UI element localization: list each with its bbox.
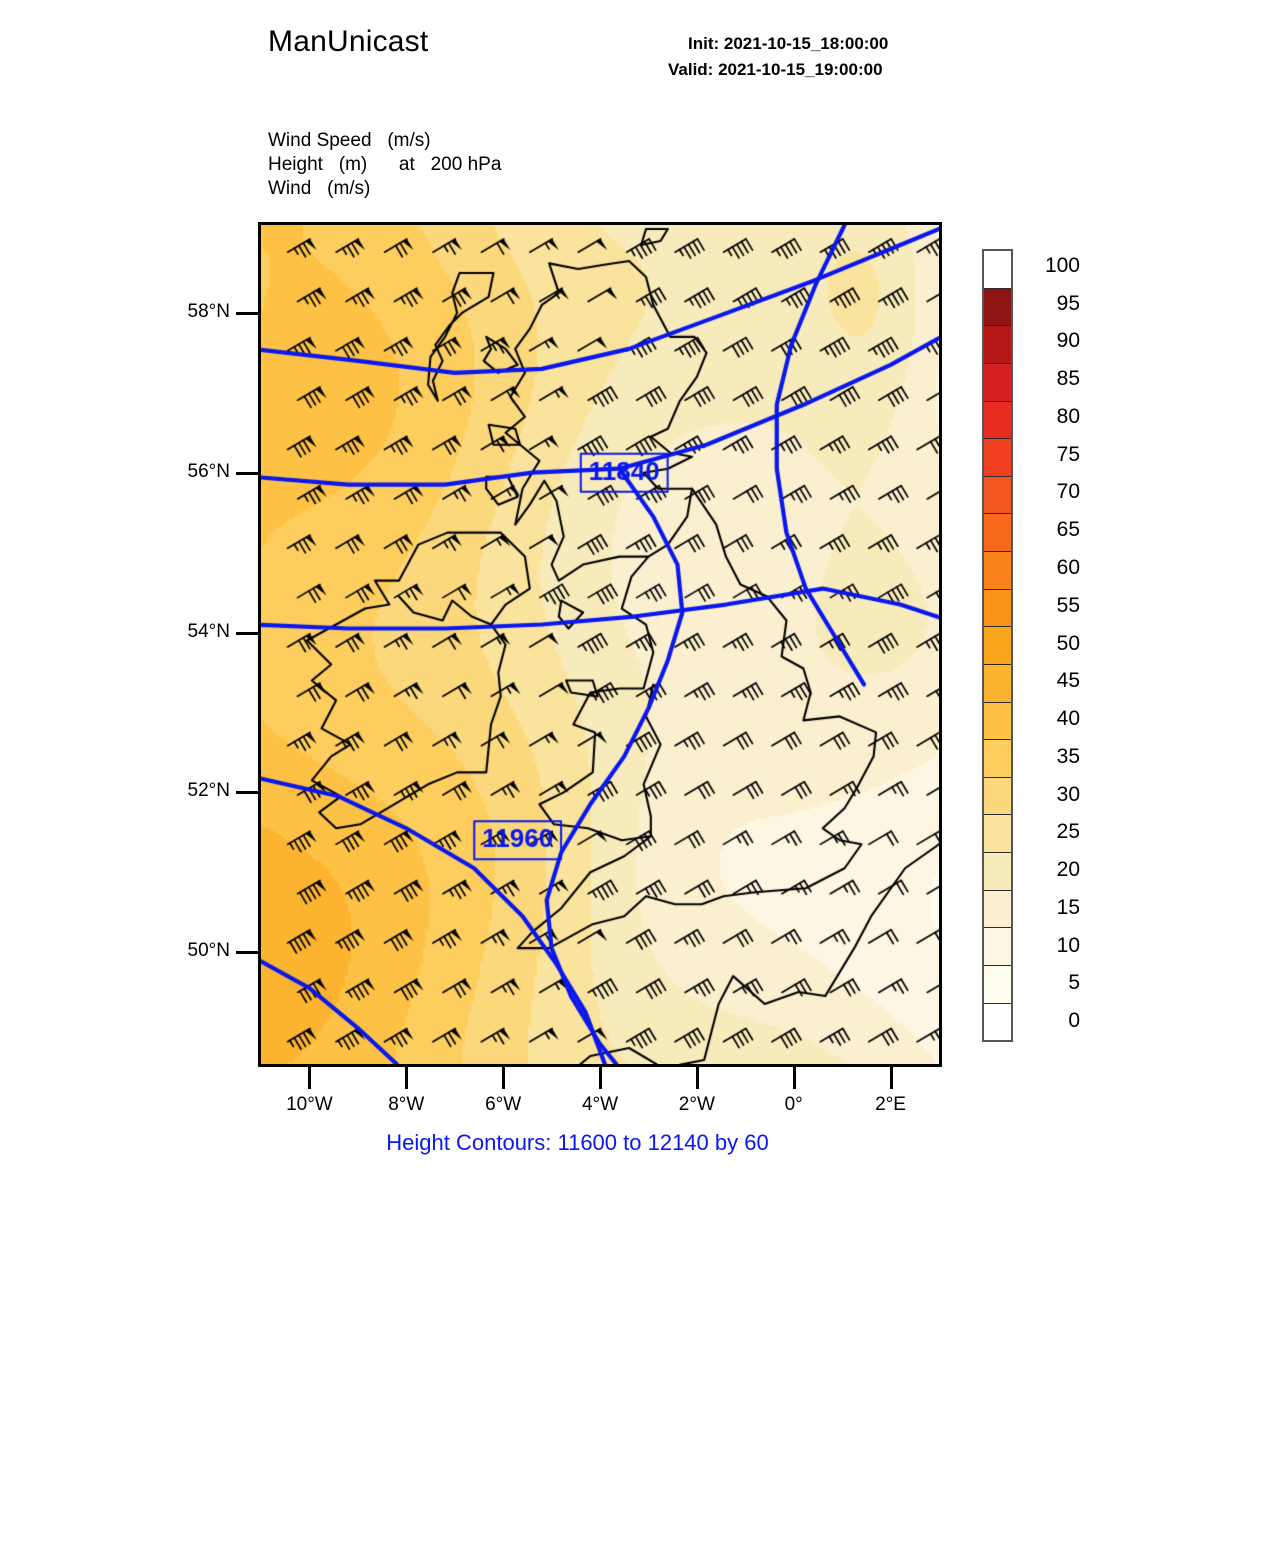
colorbar-swatch <box>984 363 1011 402</box>
contour-note: Height Contours: 11600 to 12140 by 60 <box>0 1130 1275 1156</box>
x-axis-tick-label: 4°W <box>581 1094 619 1115</box>
colorbar-swatch <box>984 439 1011 477</box>
colorbar-swatch <box>984 928 1011 966</box>
colorbar-swatch <box>984 476 1011 515</box>
y-axis-tick-label: 58°N <box>187 300 230 322</box>
colorbar-swatch <box>984 326 1011 364</box>
colorbar-swatch <box>984 702 1011 741</box>
x-axis-tick-label: 6°W <box>485 1094 522 1115</box>
colorbar-tick-label: 60 <box>1056 555 1080 579</box>
colorbar-swatch <box>984 288 1011 327</box>
colorbar-tick-label: 90 <box>1056 329 1080 353</box>
colorbar-tick-label: 80 <box>1056 404 1080 428</box>
x-axis-tick <box>889 1067 893 1089</box>
y-axis-tick-label: 54°N <box>187 620 230 642</box>
colorbar-swatch <box>984 853 1011 891</box>
colorbar-swatch <box>984 777 1011 816</box>
x-axis-tick <box>792 1067 796 1089</box>
colorbar-swatch <box>984 251 1011 289</box>
colorbar-tick-label: 40 <box>1056 707 1080 731</box>
colorbar-swatch <box>984 627 1011 665</box>
x-axis-tick-label: 8°W <box>388 1094 425 1115</box>
colorbar-tick-label: 55 <box>1056 593 1080 617</box>
y-axis-tick-label: 50°N <box>187 940 230 962</box>
y-axis-tick <box>236 471 258 475</box>
colorbar-tick-label: 95 <box>1056 291 1080 315</box>
x-axis-tick <box>695 1067 699 1089</box>
colorbar-swatch <box>984 815 1011 853</box>
colorbar-swatch <box>984 589 1011 628</box>
colorbar-tick-label: 35 <box>1056 744 1080 768</box>
subtitle-line-height: Height (m) at 200 hPa <box>268 154 502 175</box>
x-axis-tick <box>405 1067 409 1089</box>
colorbar-swatch <box>984 552 1011 590</box>
y-axis-tick-label: 56°N <box>187 460 230 482</box>
colorbar-tick-label: 100 <box>1044 253 1080 277</box>
x-axis-tick-label: 10°W <box>286 1094 333 1115</box>
y-axis-tick <box>236 791 258 795</box>
colorbar-tick-label: 0 <box>1068 1009 1080 1033</box>
colorbar-tick-label: 85 <box>1056 367 1080 391</box>
subtitle-line-wind-speed: Wind Speed (m/s) <box>268 130 431 151</box>
x-axis-tick-label: 2°E <box>875 1094 906 1115</box>
x-axis-tick <box>502 1067 506 1089</box>
y-axis-tick <box>236 311 258 315</box>
init-time-label: Init: 2021-10-15_18:00:00 <box>688 34 889 53</box>
weather-map-canvas <box>261 225 939 1064</box>
colorbar-tick-label: 25 <box>1056 820 1080 844</box>
x-axis-tick-label: 2°W <box>678 1094 715 1115</box>
colorbar-swatch <box>984 890 1011 929</box>
colorbar-swatch <box>984 965 1011 1004</box>
valid-time-label: Valid: 2021-10-15_19:00:00 <box>668 60 883 79</box>
map-plot-area[interactable] <box>258 222 942 1067</box>
x-axis-tick-label: 0° <box>784 1094 803 1115</box>
x-axis-tick <box>599 1067 602 1089</box>
colorbar-tick-label: 10 <box>1056 933 1080 957</box>
colorbar-tick-label: 75 <box>1056 442 1080 466</box>
y-axis-tick <box>236 951 258 955</box>
contour-note-text: Height Contours: 11600 to 12140 by 60 <box>386 1130 769 1155</box>
colorbar-tick-label: 70 <box>1056 480 1080 504</box>
colorbar-tick-label: 20 <box>1056 858 1080 882</box>
x-axis-tick <box>308 1067 312 1089</box>
colorbar-tick-label: 30 <box>1056 782 1080 806</box>
colorbar-tick-label: 50 <box>1056 631 1080 655</box>
colorbar-swatch <box>984 401 1011 440</box>
colorbar-tick-label: 15 <box>1056 895 1080 919</box>
page-title: ManUnicast <box>268 25 429 58</box>
colorbar-tick-label: 5 <box>1068 971 1080 995</box>
y-axis-tick-label: 52°N <box>187 780 230 802</box>
colorbar-swatch <box>984 1003 1011 1041</box>
wind-speed-colorbar <box>982 249 1013 1042</box>
colorbar-swatch <box>984 514 1011 552</box>
colorbar-tick-label: 45 <box>1056 669 1080 693</box>
y-axis-tick <box>236 631 258 635</box>
subtitle-line-wind: Wind (m/s) <box>268 178 371 199</box>
colorbar-swatch <box>984 740 1011 778</box>
colorbar-tick-label: 65 <box>1056 518 1080 542</box>
colorbar-swatch <box>984 664 1011 703</box>
